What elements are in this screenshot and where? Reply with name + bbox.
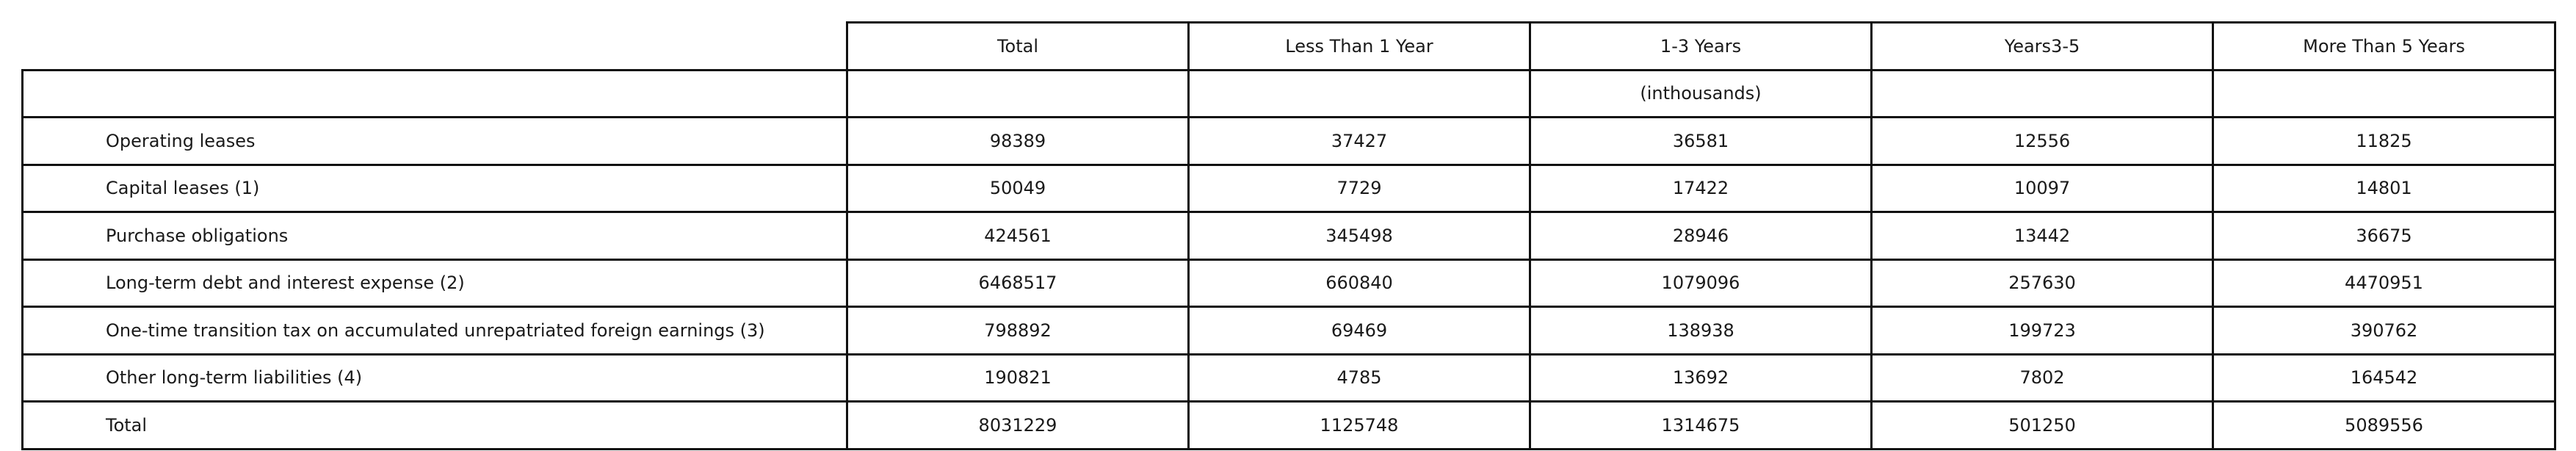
cell-total: 8031229 [846,400,1190,450]
row-label: Operating leases [21,116,848,166]
subheader-row: (inthousands) [21,68,2556,118]
table-row: Total 8031229 1125748 1314675 501250 5089556 [21,400,2556,450]
subheader-cell [1187,68,1531,118]
header-row: Total Less Than 1 Year 1-3 Years Years3-… [22,21,2556,71]
cell-years-3-5: 12556 [1870,116,2214,166]
row-label: Long-term debt and interest expense (2) [21,258,848,308]
cell-total: 424561 [846,211,1190,261]
cell-1-3-years: 17422 [1529,163,1873,213]
cell-1-3-years: 1079096 [1529,258,1873,308]
cell-more-than-5-years: 5089556 [2212,400,2556,450]
table-row: Long-term debt and interest expense (2) 6… [21,258,2556,308]
header-less-than-1-year: Less Than 1 Year [1187,21,1531,71]
cell-years-3-5: 501250 [1870,400,2214,450]
cell-years-3-5: 7802 [1870,353,2214,403]
cell-less-than-1-year: 37427 [1187,116,1531,166]
cell-1-3-years: 13692 [1529,353,1873,403]
cell-total: 190821 [846,353,1190,403]
cell-more-than-5-years: 14801 [2212,163,2556,213]
cell-years-3-5: 199723 [1870,306,2214,356]
cell-1-3-years: 138938 [1529,306,1873,356]
row-label: Other long-term liabilities (4) [21,353,848,403]
cell-total: 798892 [846,306,1190,356]
cell-more-than-5-years: 4470951 [2212,258,2556,308]
subheader-label-cell [21,68,848,118]
subheader-cell [2212,68,2556,118]
row-label: Capital leases (1) [21,163,848,213]
subheader-cell [1870,68,2214,118]
cell-less-than-1-year: 1125748 [1187,400,1531,450]
contractual-obligations-table: Total Less Than 1 Year 1-3 Years Years3-… [21,21,2556,450]
cell-less-than-1-year: 69469 [1187,306,1531,356]
row-label: One-time transition tax on accumulated u… [21,306,848,356]
cell-more-than-5-years: 164542 [2212,353,2556,403]
cell-more-than-5-years: 11825 [2212,116,2556,166]
header-years-3-5: Years3-5 [1870,21,2214,71]
cell-less-than-1-year: 4785 [1187,353,1531,403]
table-row: Purchase obligations 424561 345498 28946 134… [21,211,2556,261]
header-more-than-5-years: More Than 5 Years [2212,21,2556,71]
cell-1-3-years: 1314675 [1529,400,1873,450]
cell-total: 6468517 [846,258,1190,308]
cell-less-than-1-year: 7729 [1187,163,1531,213]
subheader-cell [846,68,1190,118]
subheader-units-cell: (inthousands) [1529,68,1873,118]
cell-total: 98389 [846,116,1190,166]
cell-more-than-5-years: 390762 [2212,306,2556,356]
table-row: One-time transition tax on accumulated u… [21,306,2556,356]
cell-less-than-1-year: 345498 [1187,211,1531,261]
table-row: Capital leases (1) 50049 7729 17422 10097 148… [21,163,2556,213]
cell-1-3-years: 28946 [1529,211,1873,261]
table-row: Operating leases 98389 37427 36581 12556 1182… [21,116,2556,166]
header-total: Total [846,21,1190,71]
header-1-3-years: 1-3 Years [1529,21,1873,71]
table-row: Other long-term liabilities (4) 190821 478… [21,353,2556,403]
cell-years-3-5: 257630 [1870,258,2214,308]
row-label: Purchase obligations [21,211,848,261]
row-label: Total [21,400,848,450]
cell-years-3-5: 10097 [1870,163,2214,213]
cell-years-3-5: 13442 [1870,211,2214,261]
cell-total: 50049 [846,163,1190,213]
cell-1-3-years: 36581 [1529,116,1873,166]
cell-less-than-1-year: 660840 [1187,258,1531,308]
header-corner-cell [22,22,848,71]
cell-more-than-5-years: 36675 [2212,211,2556,261]
